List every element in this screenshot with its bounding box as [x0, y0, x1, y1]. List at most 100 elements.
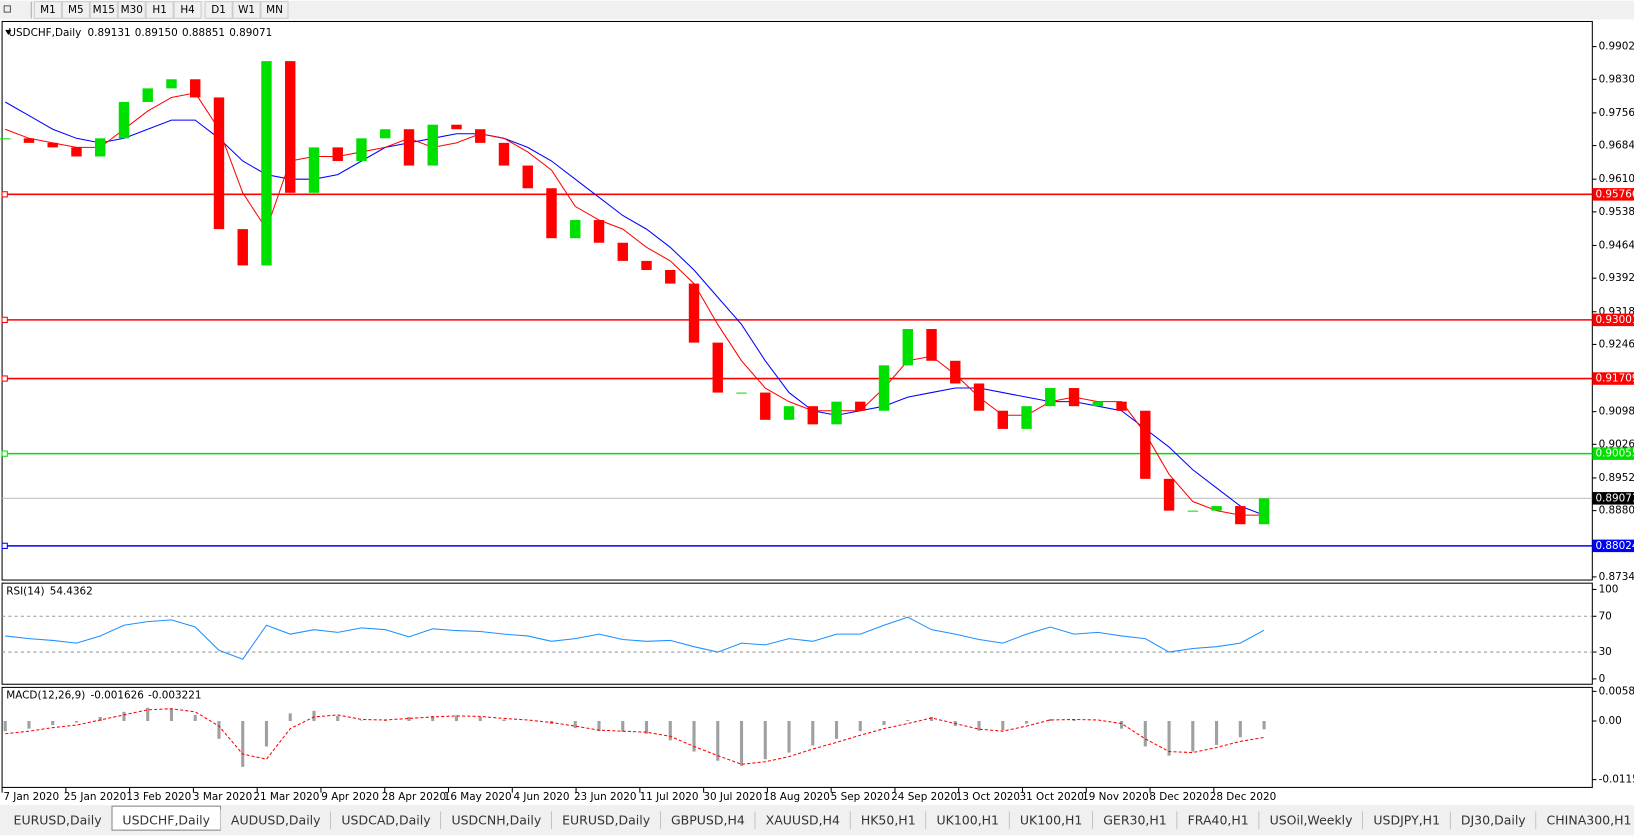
timeframe-label[interactable]: H4 [180, 4, 195, 16]
x-tick-label: 24 Sep 2020 [891, 791, 957, 803]
tab[interactable] [441, 809, 552, 831]
tab[interactable] [1259, 809, 1363, 831]
x-tick-label: 3 Mar 2020 [193, 791, 252, 803]
candle [23, 138, 35, 143]
candle [1235, 506, 1246, 525]
close: 0.89071 [229, 27, 272, 39]
tab-label[interactable]: USDCNH,Daily [451, 812, 541, 827]
level-label-box [1592, 372, 1634, 385]
y-tick-label: 0.005818 [1599, 685, 1634, 697]
timeframe-button[interactable] [232, 1, 261, 19]
timeframe-label[interactable]: H1 [152, 4, 166, 16]
tab-label[interactable]: XAUUSD,H4 [766, 812, 840, 827]
symbol: USDCHF,Daily [8, 27, 81, 39]
tab[interactable] [755, 809, 851, 831]
tab[interactable] [1536, 809, 1634, 831]
tab-label[interactable]: DJ30,Daily [1461, 812, 1526, 827]
tab-label[interactable]: EURUSD,Daily [14, 812, 103, 827]
candle [0, 138, 11, 140]
candle [498, 142, 510, 166]
candle [142, 88, 153, 102]
candle [475, 129, 486, 143]
tab-label[interactable]: FRA40,H1 [1188, 812, 1249, 827]
tab-label[interactable]: USDCAD,Daily [341, 812, 431, 827]
x-tick-label: 7 Jan 2020 [3, 791, 59, 803]
current-price-label: 0.89071 [1595, 492, 1634, 504]
candle [902, 329, 913, 366]
tab[interactable] [220, 809, 331, 831]
timeframe-label[interactable]: M5 [68, 4, 84, 16]
tab-label[interactable]: GBPUSD,H4 [671, 812, 745, 827]
tab-label[interactable]: UK100,H1 [936, 812, 999, 827]
level-handle [1, 450, 8, 457]
timeframe-button[interactable] [204, 1, 233, 19]
tab[interactable] [330, 809, 442, 831]
x-tick-label: 25 Jan 2020 [64, 791, 126, 803]
timeframe-label[interactable]: M15 [93, 4, 115, 16]
candle [403, 129, 415, 166]
tab[interactable] [551, 809, 661, 831]
candle [118, 101, 130, 139]
tab-label[interactable]: AUDUSD,Daily [231, 812, 321, 827]
tab[interactable] [926, 809, 1010, 831]
tab[interactable] [850, 809, 927, 831]
rsi-panel [1, 582, 1593, 685]
timeframe-label[interactable]: MN [266, 4, 283, 16]
timeframe-button[interactable] [145, 1, 174, 19]
timeframe-button[interactable] [117, 1, 146, 19]
timeframe-button[interactable] [33, 1, 63, 19]
tab[interactable] [1009, 809, 1093, 831]
tab-label[interactable]: USDJPY,H1 [1373, 812, 1440, 827]
tab-label[interactable]: GER30,H1 [1103, 812, 1167, 827]
tab-label[interactable]: USDCHF,Daily [122, 812, 210, 827]
menu-icon [3, 5, 11, 13]
tab-label[interactable]: CHINA300,H1 [1547, 812, 1632, 827]
level-label-box [1592, 313, 1634, 327]
candle [166, 79, 177, 89]
timeframe-button[interactable] [173, 1, 202, 19]
x-tick-label: 30 Jul 2020 [703, 791, 762, 803]
timeframe-label[interactable]: M30 [121, 4, 143, 16]
candle [261, 61, 272, 266]
timeframe-label[interactable]: D1 [211, 4, 226, 16]
tab-label[interactable]: EURUSD,Daily [562, 812, 651, 827]
y-tick-label: 30 [1599, 646, 1612, 658]
low: 0.88851 [182, 27, 225, 39]
candle [451, 124, 462, 130]
tab-label[interactable]: UK100,H1 [1020, 812, 1083, 827]
current-price-box [1592, 492, 1634, 505]
candle [688, 283, 700, 343]
y-tick-label: -0.01151 [1599, 774, 1634, 786]
tab[interactable] [1177, 809, 1260, 831]
candle [783, 406, 795, 420]
tab[interactable] [660, 809, 756, 831]
tab[interactable] [1450, 809, 1537, 831]
tab[interactable] [1092, 809, 1178, 831]
x-tick-label: 9 Apr 2020 [321, 791, 379, 803]
timeframe-button[interactable] [61, 1, 90, 19]
y-tick-label: 0.00 [1599, 715, 1622, 727]
candle [237, 229, 248, 266]
level-label: 0.88024 [1595, 540, 1634, 552]
level-handle [1, 316, 8, 324]
tab[interactable] [1362, 809, 1451, 831]
candle [285, 61, 296, 193]
candle [1163, 478, 1175, 511]
candle [950, 360, 961, 384]
timeframe-button[interactable] [89, 1, 118, 19]
x-tick-label: 28 Dec 2020 [1210, 791, 1276, 803]
candle [665, 269, 676, 284]
candle [1140, 410, 1151, 479]
level-handle [1, 375, 8, 382]
tab-label[interactable]: HK50,H1 [861, 812, 916, 827]
candle [1021, 406, 1032, 429]
timeframe-label[interactable]: M1 [40, 4, 56, 16]
tab-label[interactable]: USOil,Weekly [1270, 812, 1354, 827]
y-tick-label: 0.98300 [1599, 73, 1634, 85]
high: 0.89150 [135, 27, 178, 39]
y-tick-label: 0.96100 [1599, 173, 1634, 185]
tab[interactable] [3, 809, 113, 831]
timeframe-button[interactable] [260, 1, 289, 19]
timeframe-label[interactable]: W1 [238, 4, 255, 16]
